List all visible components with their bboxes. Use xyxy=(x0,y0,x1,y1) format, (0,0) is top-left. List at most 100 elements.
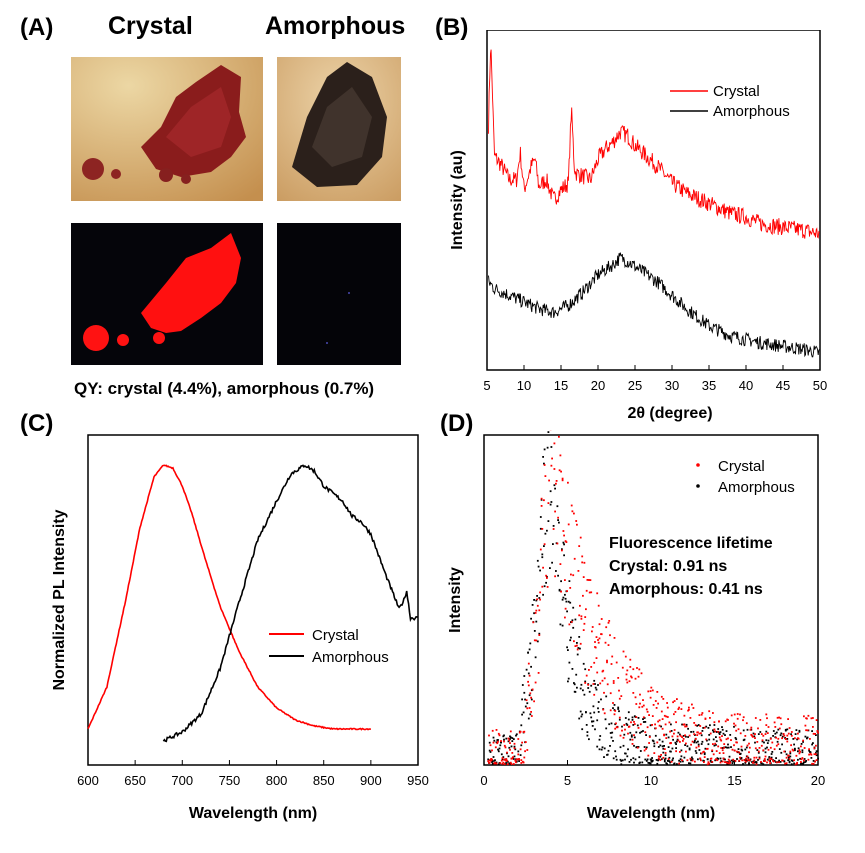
decay-point xyxy=(596,745,599,748)
decay-point xyxy=(680,755,683,758)
decay-point xyxy=(506,759,508,762)
decay-point xyxy=(515,734,517,737)
decay-point xyxy=(576,644,578,647)
decay-point xyxy=(727,762,730,765)
decay-point xyxy=(809,751,812,754)
decay-point xyxy=(670,742,672,745)
decay-point xyxy=(764,747,767,750)
decay-point xyxy=(502,756,505,758)
x-tick-label: 900 xyxy=(360,773,382,788)
decay-point xyxy=(522,711,525,714)
decay-point xyxy=(631,719,634,721)
pl-plot-frame xyxy=(87,434,419,766)
decay-point xyxy=(708,734,711,736)
decay-point xyxy=(489,751,492,753)
decay-point xyxy=(673,762,676,765)
decay-point xyxy=(777,743,780,746)
decay-point xyxy=(753,759,756,762)
decay-point xyxy=(530,617,532,620)
decay-point xyxy=(673,732,675,735)
decay-point xyxy=(611,731,614,734)
decay-point xyxy=(531,604,534,606)
decay-point xyxy=(720,760,723,762)
crystal-heading: Crystal xyxy=(108,12,193,40)
decay-point xyxy=(814,760,816,763)
decay-point xyxy=(769,762,771,764)
decay-point xyxy=(775,731,778,734)
decay-point xyxy=(668,760,671,762)
decay-point xyxy=(543,499,545,502)
decay-point xyxy=(641,761,644,764)
amorphous-daylight-photo xyxy=(277,57,401,201)
decay-point xyxy=(687,727,689,730)
decay-point xyxy=(730,714,733,717)
decay-point xyxy=(721,726,723,728)
decay-point xyxy=(523,730,526,733)
xrd-xlabel: 2θ (degree) xyxy=(627,405,712,422)
decay-point xyxy=(497,763,500,766)
decay-point xyxy=(590,666,593,668)
decay-point xyxy=(754,741,756,744)
decay-point xyxy=(794,733,797,735)
decay-point xyxy=(688,762,690,765)
decay-point xyxy=(768,759,771,762)
decay-point xyxy=(666,702,668,704)
decay-point xyxy=(530,711,532,713)
decay-point xyxy=(572,574,575,577)
decay-point xyxy=(597,641,600,644)
decay-point xyxy=(618,710,620,713)
decay-point xyxy=(521,741,523,744)
decay-point xyxy=(787,756,790,759)
decay-point xyxy=(628,725,631,728)
decay-point xyxy=(781,759,784,762)
decay-point xyxy=(528,648,531,651)
decay-point xyxy=(646,710,649,713)
decay-point xyxy=(507,755,510,758)
decay-point xyxy=(704,717,707,720)
decay-point xyxy=(678,759,680,762)
decay-point xyxy=(654,727,657,730)
decay-point xyxy=(796,761,798,764)
decay-point xyxy=(771,741,774,744)
decay-point xyxy=(625,673,628,676)
decay-point xyxy=(542,593,544,596)
decay-point xyxy=(610,736,613,739)
decay-point xyxy=(503,744,506,747)
decay-point xyxy=(817,757,819,760)
decay-point xyxy=(784,728,787,731)
decay-point xyxy=(609,732,612,734)
decay-point xyxy=(514,759,517,762)
decay-point xyxy=(528,694,531,697)
decay-point xyxy=(707,727,710,729)
lifetime-legend: Crystal Amorphous xyxy=(696,458,795,496)
decay-point xyxy=(715,750,718,752)
decay-point xyxy=(523,756,526,759)
decay-point xyxy=(553,484,556,487)
decay-point xyxy=(513,747,516,750)
decay-point xyxy=(539,527,542,530)
decay-point xyxy=(556,505,559,508)
decay-point xyxy=(569,601,572,604)
decay-point xyxy=(721,749,724,752)
legend-amorphous-swatch xyxy=(696,484,700,488)
pl-xlabel: Wavelength (nm) xyxy=(189,805,317,822)
decay-point xyxy=(657,759,659,762)
decay-point xyxy=(701,712,704,714)
decay-point xyxy=(626,755,629,758)
decay-point xyxy=(576,653,579,656)
decay-point xyxy=(808,748,810,751)
decay-point xyxy=(509,761,512,764)
decay-point xyxy=(621,759,624,762)
decay-point xyxy=(741,759,744,762)
decay-point xyxy=(787,754,790,757)
decay-point xyxy=(802,762,804,765)
decay-point xyxy=(732,760,735,763)
decay-point xyxy=(530,696,532,699)
decay-point xyxy=(607,644,610,646)
amorphous-uv-photo xyxy=(277,223,401,365)
decay-point xyxy=(584,668,587,671)
decay-point xyxy=(670,730,673,732)
decay-point xyxy=(564,597,567,600)
decay-point xyxy=(523,675,526,677)
decay-point xyxy=(642,716,645,719)
